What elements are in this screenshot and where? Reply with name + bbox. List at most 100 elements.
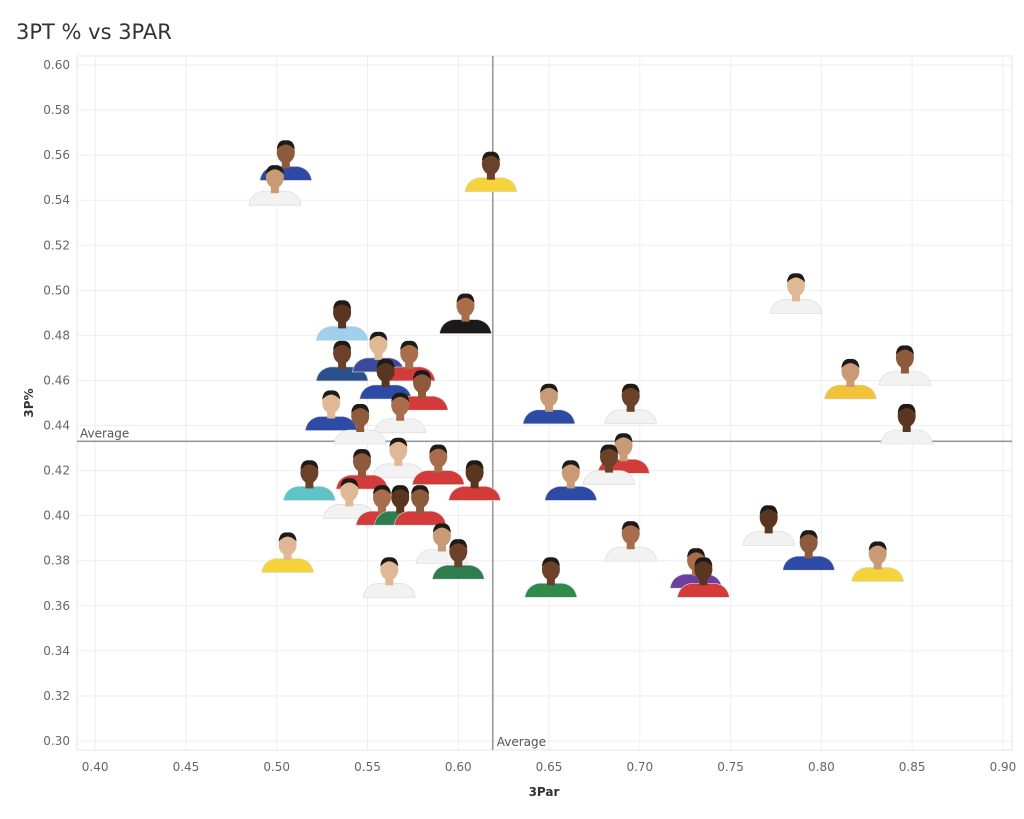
player-headshot-marker[interactable] — [248, 165, 302, 206]
hair-shape — [351, 403, 370, 413]
neck-shape — [338, 360, 347, 369]
player-headshot-marker[interactable] — [333, 403, 387, 445]
neck-shape — [619, 453, 628, 462]
x-tick-label: 0.75 — [717, 760, 744, 774]
player-headshot-marker[interactable] — [878, 345, 932, 386]
player-headshot-marker[interactable] — [604, 383, 658, 425]
jersey-shape — [439, 319, 492, 334]
player-headshot-marker[interactable] — [880, 403, 934, 445]
head-shape — [400, 341, 419, 364]
head-shape — [351, 405, 370, 427]
head-shape — [614, 434, 633, 457]
player-headshot-marker[interactable] — [439, 293, 492, 334]
head-shape — [340, 479, 359, 502]
hair-shape — [411, 485, 430, 495]
neck-shape — [356, 424, 365, 432]
tick-labels: 0.40 0.45 0.50 0.55 0.60 0.65 0.70 0.75 0.80 0.85… — [43, 58, 1016, 774]
player-headshot-marker[interactable] — [742, 505, 796, 546]
y-tick-label: 0.44 — [43, 419, 70, 433]
player-headshot-marker[interactable] — [283, 460, 336, 501]
y-tick-label: 0.38 — [43, 554, 70, 568]
head-shape — [465, 461, 484, 484]
head-shape — [322, 391, 341, 414]
player-headshot-marker[interactable] — [524, 557, 578, 598]
player-headshot-marker[interactable] — [522, 383, 576, 425]
neck-shape — [804, 550, 813, 559]
hair-shape — [340, 478, 359, 488]
player-headshot-marker[interactable] — [261, 532, 314, 573]
player-headshot-marker[interactable] — [464, 151, 518, 192]
hair-shape — [621, 383, 640, 393]
neck-shape — [270, 185, 279, 194]
hair-shape — [787, 273, 805, 283]
neck-shape — [381, 379, 390, 387]
jersey-shape — [362, 582, 416, 598]
neck-shape — [327, 410, 336, 419]
neck-shape — [418, 390, 426, 399]
x-tick-label: 0.85 — [899, 760, 926, 774]
head-shape — [389, 438, 408, 461]
y-tick-label: 0.46 — [43, 373, 70, 387]
player-headshot-marker[interactable] — [448, 460, 501, 501]
player-headshot-marker[interactable] — [544, 460, 598, 501]
head-shape — [391, 486, 410, 509]
hair-shape — [276, 140, 295, 150]
y-tick-label: 0.52 — [43, 238, 70, 252]
head-shape — [600, 445, 618, 468]
neck-shape — [281, 160, 290, 169]
jersey-shape — [604, 546, 658, 562]
player-headshot-marker[interactable] — [851, 541, 905, 582]
hair-shape — [322, 390, 341, 400]
neck-shape — [378, 505, 386, 514]
y-tick-label: 0.32 — [43, 689, 70, 703]
hair-shape — [540, 383, 558, 393]
neck-shape — [283, 552, 292, 561]
neck-shape — [345, 498, 354, 507]
player-headshot-marker[interactable] — [315, 300, 369, 341]
player-headshot-marker[interactable] — [782, 530, 836, 571]
player-headshot-marker[interactable] — [373, 392, 427, 434]
neck-shape — [902, 424, 911, 432]
y-tick-label: 0.30 — [43, 734, 70, 748]
head-shape — [376, 360, 395, 382]
jersey-shape — [851, 567, 905, 582]
jersey-shape — [373, 418, 427, 434]
x-tick-label: 0.45 — [173, 760, 200, 774]
player-headshot-marker[interactable] — [604, 521, 658, 562]
jersey-shape — [248, 190, 302, 206]
player-headshot-marker[interactable] — [582, 444, 636, 485]
jersey-shape — [582, 470, 636, 485]
head-shape — [380, 558, 399, 581]
hair-shape — [389, 437, 408, 447]
hair-shape — [481, 151, 500, 161]
head-shape — [540, 384, 558, 407]
head-shape — [449, 540, 468, 563]
hair-shape — [868, 541, 887, 551]
x-tick-label: 0.40 — [82, 760, 109, 774]
neck-shape — [566, 480, 575, 489]
player-headshot-marker[interactable] — [371, 437, 425, 479]
x-tick-label: 0.65 — [536, 760, 563, 774]
hair-shape — [413, 370, 431, 380]
player-headshot-marker[interactable] — [677, 557, 730, 598]
player-headshot-marker[interactable] — [824, 358, 877, 400]
x-tick-label: 0.90 — [990, 760, 1017, 774]
player-headshot-marker[interactable] — [431, 539, 485, 580]
head-shape — [300, 461, 319, 484]
x-tick-label: 0.55 — [354, 760, 381, 774]
player-headshot-marker[interactable] — [304, 390, 358, 431]
head-shape — [413, 371, 431, 394]
player-headshot-marker[interactable] — [411, 444, 465, 485]
hair-shape — [300, 460, 319, 470]
y-tick-label: 0.48 — [43, 328, 70, 342]
jersey-shape — [448, 486, 501, 501]
head-shape — [373, 486, 391, 509]
player-headshot-marker[interactable] — [393, 485, 447, 526]
head-shape — [369, 332, 388, 355]
neck-shape — [546, 577, 555, 586]
neck-shape — [486, 171, 495, 180]
player-headshot-marker[interactable] — [362, 557, 416, 598]
jersey-shape — [782, 555, 836, 571]
jersey-shape — [464, 177, 518, 192]
player-headshot-marker[interactable] — [769, 273, 823, 314]
